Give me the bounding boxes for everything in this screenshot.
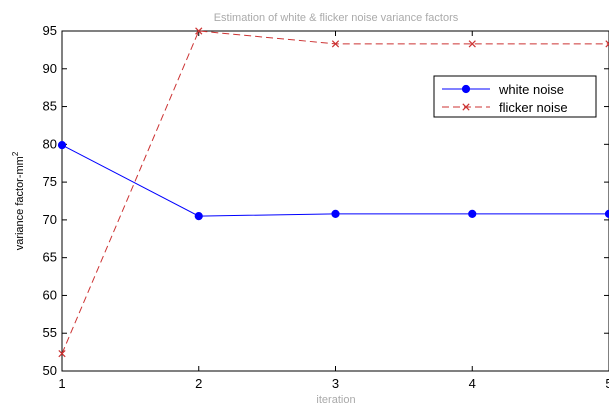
x-tick-labels: 1 2 3 4 5 (58, 376, 609, 391)
legend-box (433, 75, 597, 118)
y-tick-label: 75 (43, 174, 57, 189)
x-tick-label: 4 (469, 376, 476, 391)
data-point-white-noise (194, 212, 203, 221)
series-flicker-noise (58, 27, 609, 358)
legend-entries: white noise flicker noise (442, 82, 568, 115)
y-tick-label: 95 (43, 23, 57, 38)
data-point-white-noise (57, 140, 67, 150)
legend-marker-flicker-noise (462, 103, 470, 111)
x-tick-label: 3 (332, 376, 339, 391)
legend-label-flicker-noise: flicker noise (499, 100, 568, 115)
y-tick-labels: 50 55 60 65 70 75 80 85 90 95 (43, 23, 57, 378)
x-tick-label: 2 (195, 376, 202, 391)
chart-title: Estimation of white & flicker noise vari… (214, 12, 459, 24)
y-tick-label: 55 (43, 325, 57, 340)
x-tick-label: 1 (58, 376, 65, 391)
data-point-flicker-noise (195, 27, 203, 35)
data-point-flicker-noise (331, 40, 340, 48)
y-axis-label-prefix: variance factor-mm (14, 156, 26, 250)
x-tick-label: 5 (605, 376, 609, 391)
data-point-white-noise (468, 209, 477, 218)
data-point-flicker-noise (468, 40, 476, 48)
y-axis-label-superscript: 2 (11, 151, 20, 156)
legend: white noise flicker noise (433, 75, 597, 118)
legend-marker-white-noise (461, 84, 471, 94)
y-tick-label: 85 (43, 99, 57, 114)
y-tick-label: 60 (43, 287, 57, 302)
data-point-white-noise (331, 209, 340, 218)
legend-entry-flicker-noise: flicker noise (442, 100, 568, 115)
y-tick-marks (62, 30, 609, 372)
legend-entry-white-noise: white noise (442, 82, 564, 97)
data-point-flicker-noise (58, 349, 66, 358)
series-white-noise (57, 140, 609, 221)
y-tick-label: 90 (43, 61, 57, 76)
y-tick-label: 50 (43, 363, 57, 378)
data-point-white-noise (604, 209, 609, 218)
y-tick-label: 80 (43, 136, 57, 151)
y-tick-label: 65 (43, 250, 57, 265)
series-layer (57, 27, 609, 358)
y-tick-label: 70 (43, 212, 57, 227)
legend-label-white-noise: white noise (498, 82, 564, 97)
x-tick-marks (61, 31, 609, 371)
y-axis-label: variance factor-mm2 (11, 151, 26, 250)
data-point-flicker-noise (605, 40, 609, 48)
x-axis-label: iteration (316, 394, 355, 406)
